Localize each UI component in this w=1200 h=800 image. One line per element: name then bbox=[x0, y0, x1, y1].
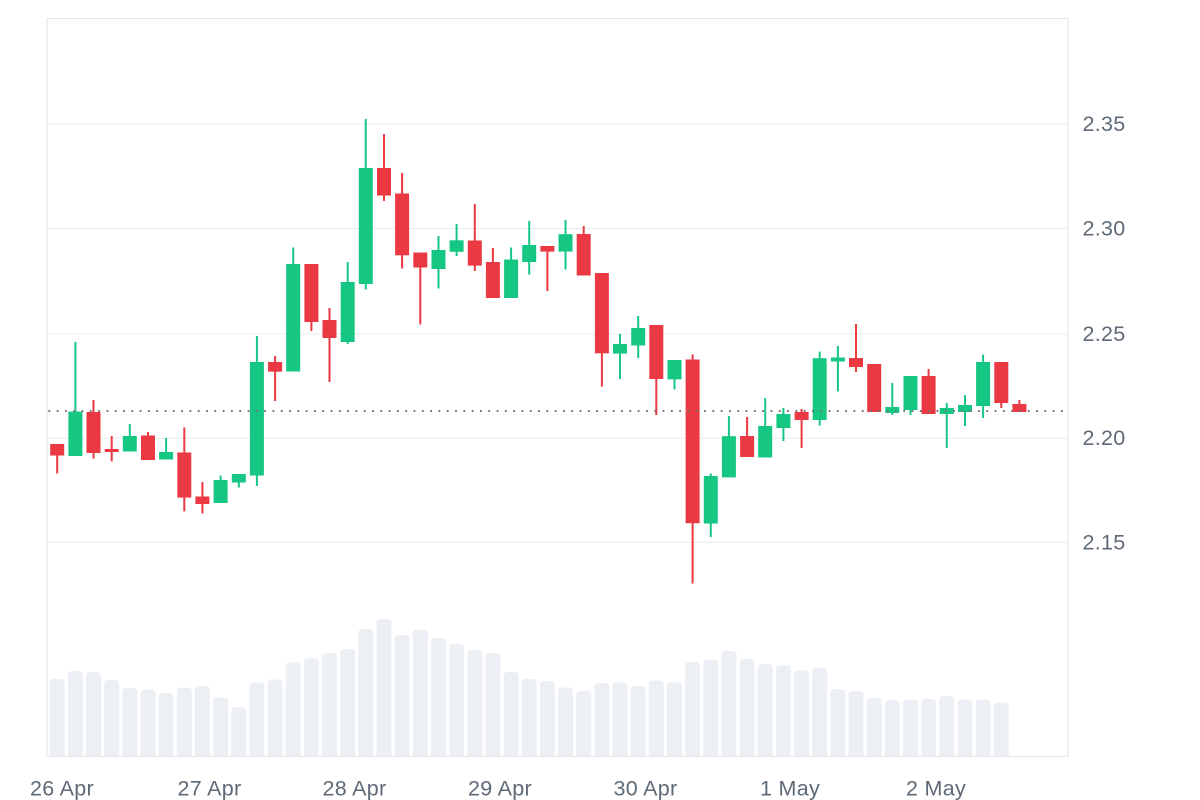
svg-text:30 Apr: 30 Apr bbox=[614, 777, 678, 800]
svg-text:2.30: 2.30 bbox=[1083, 217, 1126, 241]
svg-text:2.20: 2.20 bbox=[1083, 426, 1126, 450]
svg-text:2.35: 2.35 bbox=[1083, 112, 1126, 136]
svg-text:27 Apr: 27 Apr bbox=[178, 777, 242, 800]
svg-text:26 Apr: 26 Apr bbox=[30, 777, 94, 800]
svg-text:28 Apr: 28 Apr bbox=[323, 777, 387, 800]
svg-text:2 May: 2 May bbox=[906, 777, 966, 800]
svg-text:2.25: 2.25 bbox=[1083, 322, 1126, 346]
svg-text:1 May: 1 May bbox=[760, 777, 820, 800]
svg-text:29 Apr: 29 Apr bbox=[468, 777, 532, 800]
svg-text:2.15: 2.15 bbox=[1083, 530, 1126, 554]
